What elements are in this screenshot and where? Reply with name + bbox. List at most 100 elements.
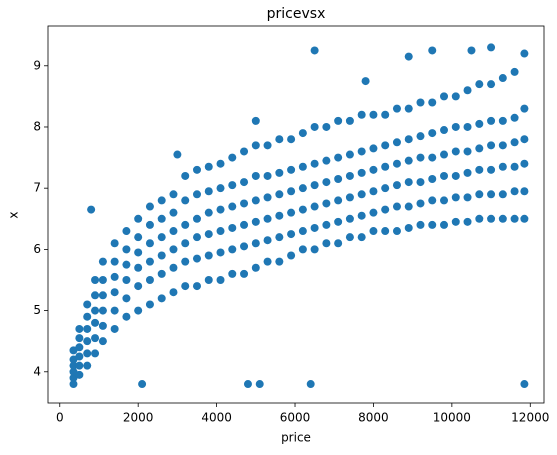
data-point	[263, 214, 272, 223]
data-point	[204, 275, 213, 284]
data-point	[98, 257, 107, 266]
data-point	[181, 239, 190, 248]
data-point	[228, 245, 237, 254]
data-point	[134, 282, 143, 291]
data-point	[334, 239, 343, 248]
data-point	[83, 312, 92, 321]
data-point	[83, 361, 92, 370]
data-point	[381, 205, 390, 214]
data-point	[428, 98, 437, 107]
data-point	[357, 211, 366, 220]
data-point	[381, 227, 390, 236]
data-point	[204, 230, 213, 239]
data-point	[243, 380, 252, 389]
data-point	[134, 233, 143, 242]
data-point	[69, 361, 78, 370]
x-tick-label: 10000	[433, 411, 471, 425]
data-point	[463, 193, 472, 202]
data-point	[145, 257, 154, 266]
data-point	[467, 46, 476, 55]
data-point	[157, 269, 166, 278]
data-point	[322, 122, 331, 131]
data-point	[122, 275, 131, 284]
data-point	[510, 187, 519, 196]
data-point	[463, 168, 472, 177]
data-point	[83, 324, 92, 333]
data-point	[263, 193, 272, 202]
data-point	[251, 116, 260, 125]
y-tick-label: 8	[33, 119, 41, 133]
data-point	[345, 116, 354, 125]
y-tick-label: 7	[33, 181, 41, 195]
data-point	[310, 122, 319, 131]
data-point	[181, 282, 190, 291]
data-point	[510, 113, 519, 122]
data-point	[345, 150, 354, 159]
data-point	[134, 263, 143, 272]
data-point	[298, 129, 307, 138]
data-point	[487, 190, 496, 199]
data-point	[345, 214, 354, 223]
data-point	[228, 269, 237, 278]
data-point	[498, 214, 507, 223]
data-point	[428, 196, 437, 205]
data-point	[310, 181, 319, 190]
data-point	[310, 159, 319, 168]
data-point	[69, 373, 78, 382]
data-point	[287, 135, 296, 144]
data-point	[134, 214, 143, 223]
data-point	[498, 190, 507, 199]
data-point	[255, 380, 264, 389]
data-point	[416, 98, 425, 107]
data-point	[520, 214, 529, 223]
data-point	[440, 220, 449, 229]
data-point	[192, 233, 201, 242]
data-point	[145, 275, 154, 284]
data-point	[122, 245, 131, 254]
data-point	[69, 355, 78, 364]
data-point	[392, 202, 401, 211]
y-tick-label: 9	[33, 58, 41, 72]
data-point	[83, 337, 92, 346]
data-point	[169, 208, 178, 217]
data-point	[322, 199, 331, 208]
data-point	[228, 223, 237, 232]
data-point	[487, 43, 496, 52]
data-point	[75, 370, 84, 379]
data-point	[392, 104, 401, 113]
data-point	[520, 135, 529, 144]
data-point	[334, 175, 343, 184]
data-point	[498, 162, 507, 171]
data-point	[251, 217, 260, 226]
data-point	[87, 205, 96, 214]
data-point	[487, 80, 496, 89]
data-point	[216, 205, 225, 214]
data-point	[157, 251, 166, 260]
data-point	[275, 211, 284, 220]
data-point	[381, 141, 390, 150]
data-point	[487, 214, 496, 223]
data-point	[475, 214, 484, 223]
data-point	[216, 159, 225, 168]
data-point	[181, 196, 190, 205]
data-point	[357, 233, 366, 242]
data-point	[510, 138, 519, 147]
data-point	[369, 227, 378, 236]
data-point	[216, 227, 225, 236]
data-point	[392, 227, 401, 236]
data-point	[357, 110, 366, 119]
data-point	[75, 343, 84, 352]
data-point	[263, 171, 272, 180]
data-point	[134, 248, 143, 257]
data-point	[75, 334, 84, 343]
data-point	[287, 230, 296, 239]
data-point	[345, 193, 354, 202]
data-point	[440, 92, 449, 101]
data-point	[240, 147, 249, 156]
data-point	[369, 165, 378, 174]
data-point	[416, 220, 425, 229]
y-axis-label: x	[7, 211, 21, 218]
data-point	[251, 196, 260, 205]
data-point	[169, 245, 178, 254]
data-point	[416, 153, 425, 162]
